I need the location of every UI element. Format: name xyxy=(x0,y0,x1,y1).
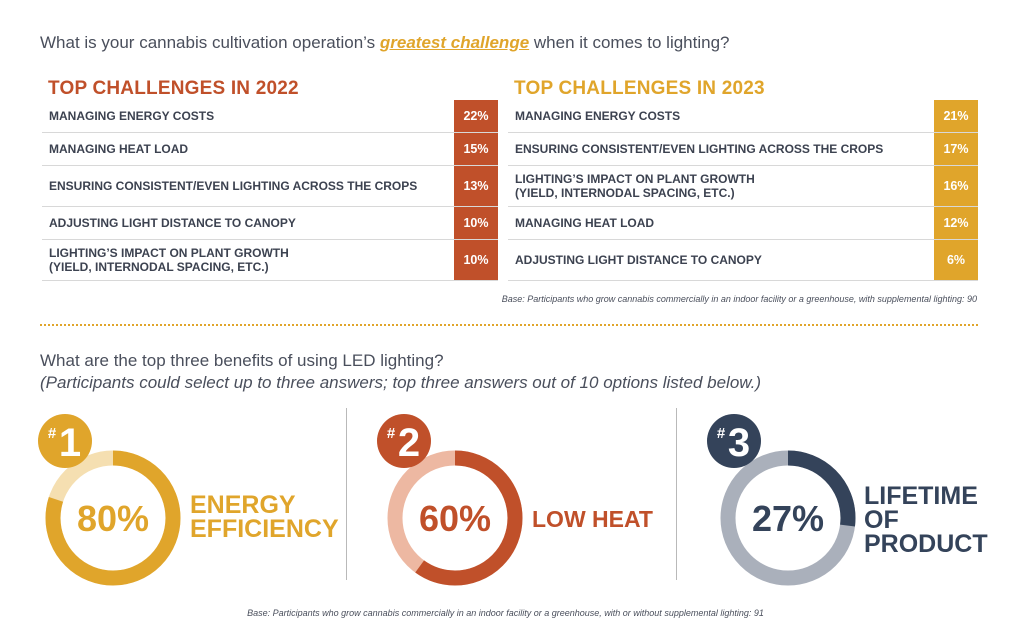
row-value: 22% xyxy=(454,100,498,132)
row-value: 16% xyxy=(934,166,978,206)
row-value: 6% xyxy=(934,240,978,280)
row-label: ADJUSTING LIGHT DISTANCE TO CANOPY xyxy=(515,253,762,267)
rank-hash: # xyxy=(387,425,396,442)
question-text: What is your cannabis cultivation operat… xyxy=(40,33,380,52)
row-label-line1: LIGHTING’S IMPACT ON PLANT GROWTH xyxy=(515,172,755,186)
row-label-line2: (YIELD, INTERNODAL SPACING, ETC.) xyxy=(49,260,269,274)
question-challenges: What is your cannabis cultivation operat… xyxy=(40,33,730,53)
question-benefits: What are the top three benefits of using… xyxy=(40,351,444,370)
row-label: ENSURING CONSISTENT/EVEN LIGHTING ACROSS… xyxy=(49,179,418,193)
benefit-name-line: EFFICIENCY xyxy=(190,515,339,543)
question-text-end: when it comes to lighting? xyxy=(529,33,730,52)
row-label: MANAGING HEAT LOAD xyxy=(49,142,189,156)
table-row: ENSURING CONSISTENT/EVEN LIGHTING ACROSS… xyxy=(508,133,978,166)
benefit-name-line: ENERGY xyxy=(190,491,296,519)
benefit-name-line: LIFETIME xyxy=(864,482,978,510)
row-value: 12% xyxy=(934,207,978,239)
benefit-name-line: LOW HEAT xyxy=(532,506,653,532)
ring-value-label: 60% xyxy=(419,498,491,539)
ring-value-arc xyxy=(387,450,523,586)
benefit-name-3: LIFETIME OF PRODUCT xyxy=(864,482,988,558)
rank-number: 1 xyxy=(59,421,81,465)
ring-value-arc xyxy=(720,450,856,586)
table-row: MANAGING ENERGY COSTS 22% xyxy=(42,100,498,133)
row-label: MANAGING ENERGY COSTS xyxy=(49,109,215,123)
row-label-line2: (YIELD, INTERNODAL SPACING, ETC.) xyxy=(515,186,735,200)
benefit-ring-3: 27% # 3 xyxy=(707,414,856,586)
row-label-line1: LIGHTING’S IMPACT ON PLANT GROWTH xyxy=(49,246,289,260)
row-value: 10% xyxy=(454,240,498,280)
benefit-name-line: PRODUCT xyxy=(864,530,988,558)
benefit-name-line: OF xyxy=(864,506,899,534)
row-label: MANAGING ENERGY COSTS xyxy=(515,109,681,123)
rank-number: 2 xyxy=(398,421,420,465)
rank-badge xyxy=(707,414,761,468)
table-row: ADJUSTING LIGHT DISTANCE TO CANOPY 10% xyxy=(42,207,498,240)
row-label: MANAGING HEAT LOAD xyxy=(515,216,655,230)
row-label: ADJUSTING LIGHT DISTANCE TO CANOPY xyxy=(49,216,296,230)
rank-badge xyxy=(377,414,431,468)
column-divider xyxy=(346,408,347,580)
row-value: 10% xyxy=(454,207,498,239)
table-row: ENSURING CONSISTENT/EVEN LIGHTING ACROSS… xyxy=(42,166,498,207)
table-2022: MANAGING ENERGY COSTS 22% MANAGING HEAT … xyxy=(42,100,498,281)
ring-value-label: 27% xyxy=(752,498,824,539)
row-value: 15% xyxy=(454,133,498,165)
question-benefits-note: (Participants could select up to three a… xyxy=(40,373,762,392)
row-label: ENSURING CONSISTENT/EVEN LIGHTING ACROSS… xyxy=(515,142,884,156)
table-row: MANAGING ENERGY COSTS 21% xyxy=(508,100,978,133)
benefit-ring-1: 80% # 1 xyxy=(38,414,181,586)
rank-hash: # xyxy=(717,425,726,442)
title-2022: TOP CHALLENGES IN 2022 xyxy=(48,78,299,99)
rank-badge xyxy=(38,414,92,468)
base-note-benefits: Base: Participants who grow cannabis com… xyxy=(247,608,764,618)
section-divider xyxy=(40,324,978,326)
row-label: LIGHTING’S IMPACT ON PLANT GROWTH (YIELD… xyxy=(508,166,934,206)
title-2023: TOP CHALLENGES IN 2023 xyxy=(514,78,765,99)
row-value: 13% xyxy=(454,166,498,206)
table-2023: MANAGING ENERGY COSTS 21% ENSURING CONSI… xyxy=(508,100,978,281)
base-note-challenges: Base: Participants who grow cannabis com… xyxy=(501,294,977,304)
question-highlight: greatest challenge xyxy=(379,33,530,52)
column-divider xyxy=(676,408,677,580)
row-label: LIGHTING’S IMPACT ON PLANT GROWTH (YIELD… xyxy=(42,240,454,280)
table-row: LIGHTING’S IMPACT ON PLANT GROWTH (YIELD… xyxy=(42,240,498,281)
table-row: MANAGING HEAT LOAD 12% xyxy=(508,207,978,240)
ring-value-arc xyxy=(45,450,181,586)
table-row: LIGHTING’S IMPACT ON PLANT GROWTH (YIELD… xyxy=(508,166,978,207)
row-value: 17% xyxy=(934,133,978,165)
benefit-name-1: ENERGY EFFICIENCY xyxy=(190,491,339,543)
ring-value-label: 80% xyxy=(77,498,149,539)
rank-number: 3 xyxy=(728,421,750,465)
benefit-name-2: LOW HEAT xyxy=(532,507,653,531)
table-row: MANAGING HEAT LOAD 15% xyxy=(42,133,498,166)
row-value: 21% xyxy=(934,100,978,132)
table-row: ADJUSTING LIGHT DISTANCE TO CANOPY 6% xyxy=(508,240,978,281)
benefit-ring-2: 60% # 2 xyxy=(377,414,523,586)
rank-hash: # xyxy=(48,425,57,442)
